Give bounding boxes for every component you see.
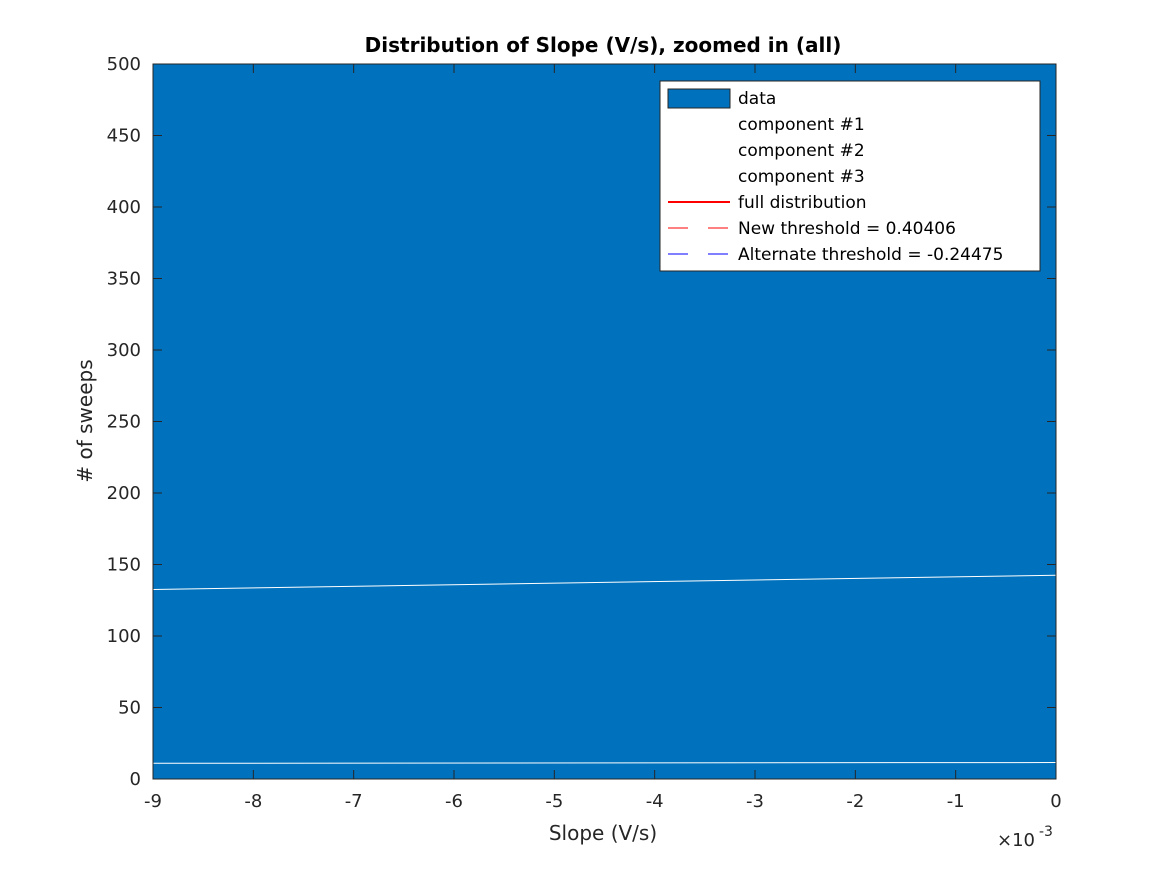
y-tick-label: 100 <box>107 626 141 647</box>
x-tick-label: -5 <box>545 791 563 812</box>
y-tick-label: 400 <box>107 197 141 218</box>
x-axis-label: Slope (V/s) <box>549 821 657 845</box>
x-exponent: ×10 -3 <box>997 824 1053 851</box>
y-tick-label: 0 <box>130 769 141 790</box>
y-tick-label: 200 <box>107 483 141 504</box>
y-tick-label: 350 <box>107 269 141 290</box>
legend-label: Alternate threshold = -0.24475 <box>738 245 1003 265</box>
y-tick-label: 300 <box>107 340 141 361</box>
x-tick-label: -4 <box>646 791 664 812</box>
x-tick-label: -8 <box>244 791 262 812</box>
x-exponent-base: ×10 <box>997 830 1035 851</box>
y-tick-label: 450 <box>107 126 141 147</box>
legend-label: full distribution <box>738 193 867 213</box>
y-tick-label: 150 <box>107 555 141 576</box>
series-line <box>152 574 1057 591</box>
x-tick-label: 0 <box>1050 791 1061 812</box>
series-line <box>152 762 1057 764</box>
chart-title: Distribution of Slope (V/s), zoomed in (… <box>365 33 842 57</box>
axes: -9 -8 -7 -6 -5 -4 -3 -2 -1 0 0 50 100 150 200 250 300 350… <box>107 54 1062 812</box>
x-tick-label: -1 <box>947 791 965 812</box>
legend-label: component #3 <box>738 167 865 187</box>
x-tick-label: -3 <box>746 791 764 812</box>
y-tick-label: 500 <box>107 54 141 75</box>
legend-label: data <box>738 89 776 109</box>
x-tick-label: -9 <box>144 791 162 812</box>
legend-swatch <box>667 88 731 109</box>
x-exponent-power: -3 <box>1039 824 1053 840</box>
y-tick-label: 250 <box>107 412 141 433</box>
legend-label: New threshold = 0.40406 <box>738 219 956 239</box>
legend-label: component #2 <box>738 141 865 161</box>
legend-label: component #1 <box>738 115 865 135</box>
y-tick-label: 50 <box>118 698 141 719</box>
x-tick-label: -7 <box>345 791 363 812</box>
x-tick-label: -6 <box>445 791 463 812</box>
x-tick-label: -2 <box>846 791 864 812</box>
legend: data component #1 component #2 component #3… <box>659 80 1041 272</box>
y-axis-label: # of sweeps <box>73 359 97 482</box>
